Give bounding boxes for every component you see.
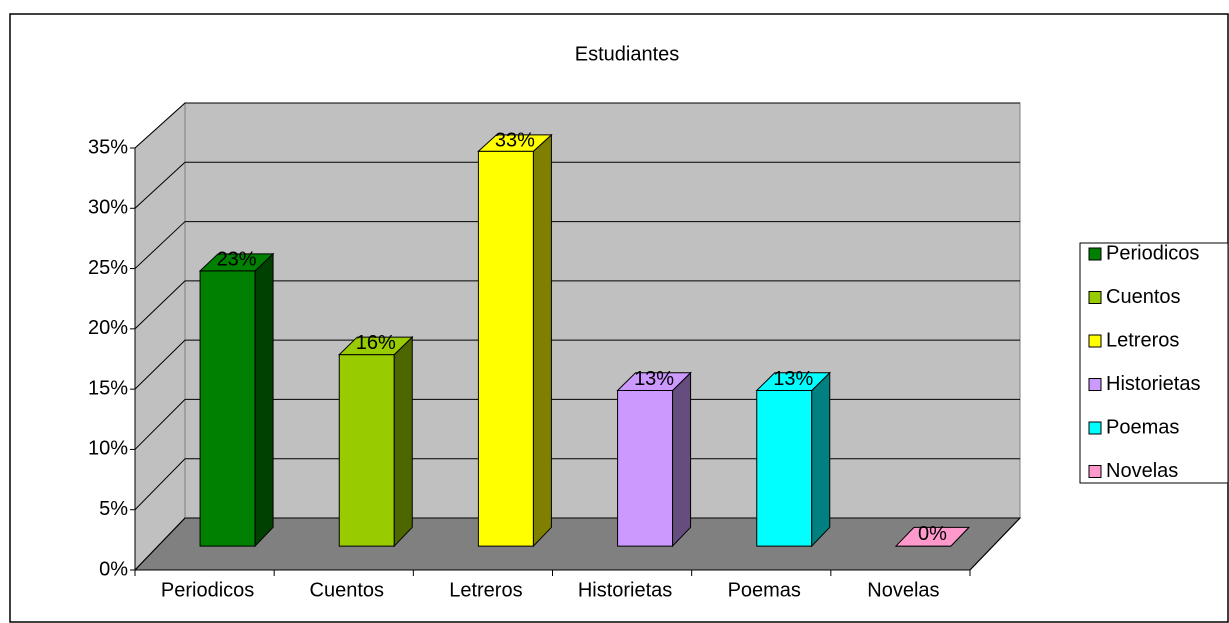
bar-top — [198, 253, 275, 272]
legend-swatch — [1088, 378, 1102, 391]
y-tick-label: 5% — [99, 498, 128, 520]
value-label: 33% — [495, 129, 535, 151]
y-tick-label: 0% — [99, 558, 128, 580]
y-tick-label: 10% — [88, 438, 128, 460]
bar-top — [616, 372, 692, 392]
x-tick-label: Periodicos — [161, 579, 254, 601]
bar-front — [756, 390, 813, 547]
value-label: 0% — [918, 523, 947, 545]
floor-edge — [969, 517, 1021, 571]
legend-swatch — [1088, 247, 1102, 261]
bar-top — [894, 526, 971, 547]
grid-line — [134, 398, 1020, 450]
legend-label: Periodicos — [1106, 242, 1199, 264]
grid-line — [134, 280, 1020, 330]
bar-front — [477, 150, 534, 547]
bar-side — [532, 133, 552, 548]
y-tick-label: 20% — [88, 317, 128, 339]
legend-label: Historietas — [1106, 373, 1200, 395]
legend-label: Letreros — [1106, 329, 1179, 351]
legend-label: Cuentos — [1106, 286, 1181, 308]
bar-front — [199, 270, 256, 547]
bar-side — [393, 335, 413, 548]
value-label: 13% — [773, 368, 813, 390]
grid-line — [134, 161, 1020, 209]
legend-swatch — [1088, 465, 1102, 478]
y-tick-label: 35% — [88, 136, 128, 158]
x-tick-label: Poemas — [728, 579, 801, 601]
legend-swatch — [1088, 421, 1102, 435]
grid-line — [134, 221, 1020, 269]
value-label: 13% — [634, 368, 674, 390]
bar-top — [755, 372, 831, 392]
bar-side — [811, 371, 831, 548]
side-wall — [134, 101, 186, 572]
back-wall — [184, 102, 1021, 519]
grid-line — [134, 102, 1020, 149]
x-tick-label: Historietas — [578, 579, 672, 601]
x-tick-label: Letreros — [449, 579, 522, 601]
legend-label: Poemas — [1106, 416, 1179, 438]
legend-swatch — [1088, 291, 1102, 304]
y-tick-label: 15% — [88, 377, 128, 399]
grid-line — [134, 339, 1020, 390]
y-tick-label: 30% — [88, 197, 128, 219]
grid-line — [134, 458, 1020, 511]
bar-front — [338, 354, 395, 547]
bar-front — [617, 390, 674, 547]
y-tick-label: 25% — [88, 257, 128, 279]
chart-title: Estudiantes — [575, 43, 680, 65]
bar-side — [254, 252, 274, 548]
grid-line — [134, 517, 1020, 571]
bar-top — [477, 134, 553, 152]
x-tick-label: Cuentos — [310, 579, 385, 601]
value-label: 16% — [356, 332, 396, 354]
bar-top — [338, 336, 414, 356]
value-label: 23% — [217, 249, 257, 271]
legend-swatch — [1088, 334, 1102, 348]
bar-side — [672, 371, 692, 548]
legend-label: Novelas — [1106, 460, 1178, 482]
legend-box — [1079, 242, 1229, 484]
x-tick-label: Novelas — [867, 579, 939, 601]
